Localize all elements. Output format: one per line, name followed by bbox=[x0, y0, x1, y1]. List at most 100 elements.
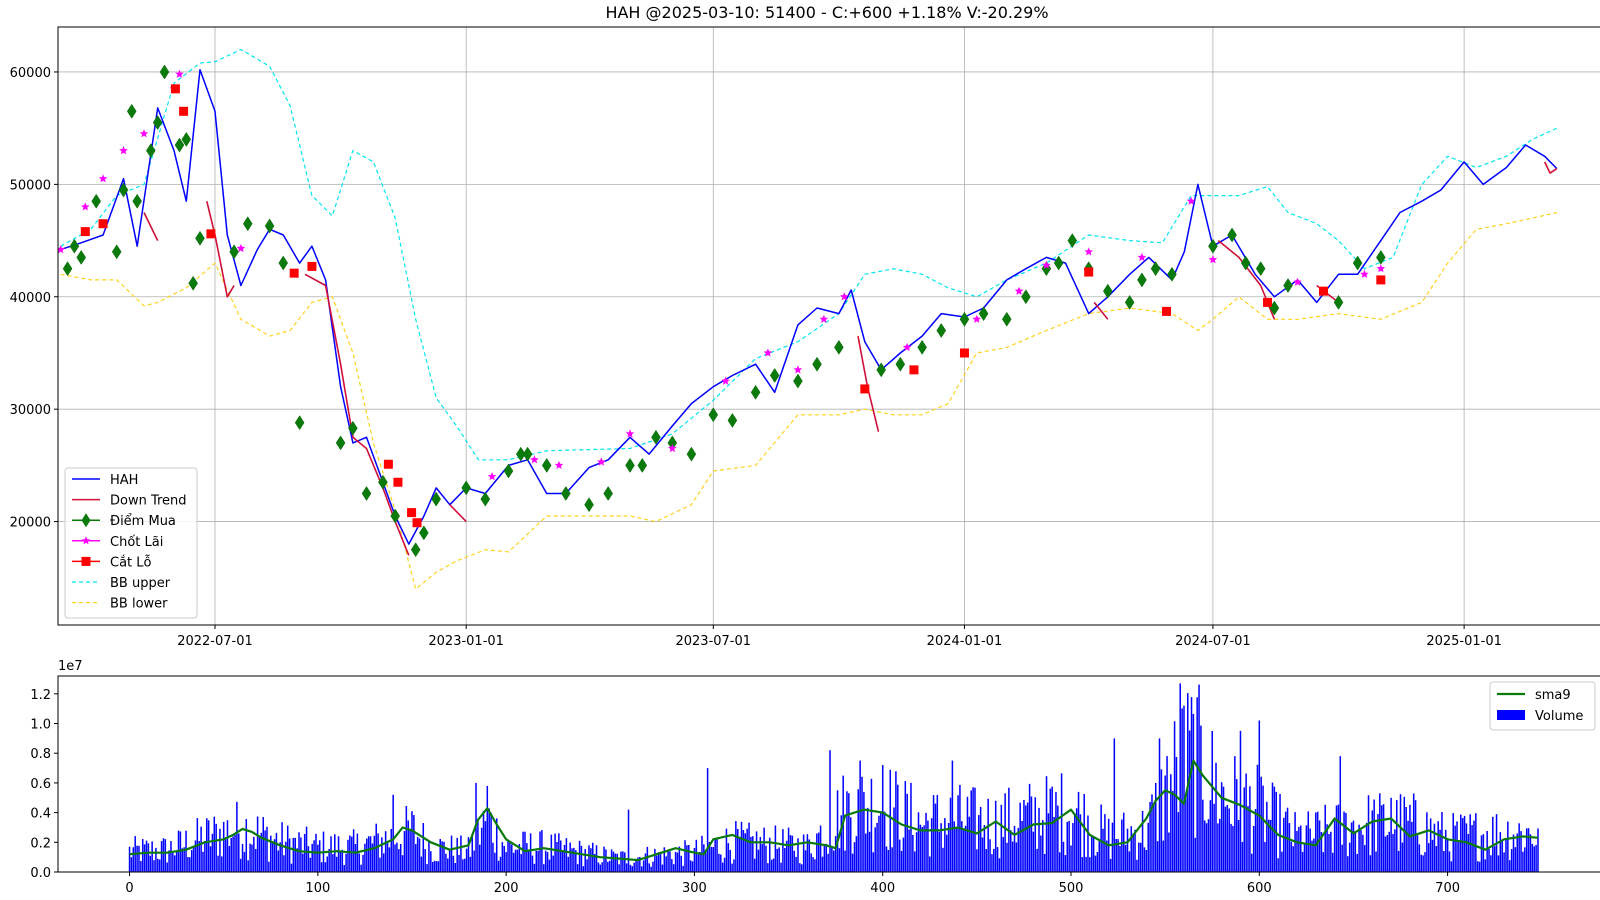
volume-bar bbox=[1305, 825, 1308, 872]
x-tick-label: 2022-07-01 bbox=[177, 634, 253, 649]
volume-bar bbox=[1119, 845, 1121, 872]
buy-point-marker bbox=[126, 103, 137, 119]
volume-bar bbox=[693, 848, 696, 872]
x-tick-label: 100 bbox=[305, 881, 330, 896]
volume-bar bbox=[411, 811, 413, 872]
volume-bar bbox=[669, 851, 671, 872]
volume-bar bbox=[625, 863, 628, 872]
volume-bar bbox=[738, 838, 741, 872]
volume-axes-frame bbox=[57, 675, 1600, 873]
volume-bar bbox=[671, 859, 673, 872]
buy-point-marker bbox=[111, 244, 122, 260]
volume-bar bbox=[1326, 824, 1328, 872]
volume-bar bbox=[554, 833, 556, 872]
buy-point-marker bbox=[361, 486, 372, 501]
volume-bar bbox=[718, 853, 720, 872]
volume-bar bbox=[187, 857, 189, 872]
take-profit-marker bbox=[119, 146, 128, 155]
x-tick-label: 200 bbox=[494, 881, 519, 896]
volume-bar bbox=[198, 841, 200, 872]
volume-bar bbox=[1196, 697, 1198, 872]
volume-bar bbox=[388, 847, 391, 872]
volume-bar bbox=[689, 860, 692, 872]
volume-bar bbox=[313, 840, 315, 872]
volume-bar bbox=[211, 833, 214, 872]
volume-bar bbox=[944, 818, 946, 872]
volume-bar bbox=[1318, 820, 1321, 872]
volume-bar bbox=[140, 861, 142, 872]
volume-bar bbox=[801, 864, 803, 872]
volume-bar bbox=[1092, 837, 1095, 872]
volume-bar bbox=[919, 824, 922, 872]
volume-bar bbox=[1149, 802, 1151, 872]
volume-bar bbox=[624, 852, 626, 872]
buy-point-marker bbox=[294, 415, 305, 431]
volume-bar bbox=[951, 760, 954, 872]
volume-bar bbox=[1128, 851, 1131, 872]
volume-bar bbox=[415, 844, 417, 872]
take-profit-marker bbox=[597, 457, 606, 466]
volume-bar bbox=[222, 821, 225, 872]
volume-bar bbox=[166, 862, 168, 872]
volume-bar bbox=[831, 845, 833, 872]
volume-bar bbox=[1177, 812, 1180, 872]
volume-bar bbox=[1034, 797, 1036, 872]
volume-bar bbox=[712, 847, 715, 872]
volume-bar bbox=[915, 832, 918, 872]
volume-bar bbox=[1043, 854, 1046, 872]
buy-point-marker bbox=[515, 446, 526, 462]
volume-bar bbox=[1194, 837, 1197, 872]
buy-point-marker bbox=[410, 542, 421, 558]
volume-bar bbox=[1222, 786, 1225, 872]
take-profit-marker bbox=[625, 429, 635, 438]
buy-point-marker bbox=[1001, 311, 1012, 327]
volume-bar bbox=[1049, 788, 1052, 872]
buy-point-marker bbox=[895, 356, 906, 372]
buy-point-marker bbox=[431, 491, 441, 507]
volume-bar bbox=[262, 817, 264, 872]
volume-bar bbox=[1243, 787, 1245, 872]
volume-bar bbox=[748, 822, 750, 872]
volume-bar bbox=[639, 856, 641, 872]
buy-point-marker bbox=[181, 131, 192, 147]
volume-bar bbox=[834, 836, 837, 872]
volume-bar bbox=[1126, 828, 1129, 872]
volume-bar bbox=[1264, 841, 1266, 872]
volume-bar bbox=[458, 854, 460, 872]
volume-bar bbox=[874, 827, 876, 872]
volume-bar bbox=[318, 840, 321, 872]
volume-bar bbox=[1017, 827, 1020, 872]
volume-bar bbox=[1443, 851, 1445, 872]
buy-point-marker bbox=[1150, 261, 1161, 277]
volume-bar bbox=[439, 839, 441, 872]
volume-bar bbox=[993, 848, 995, 872]
volume-bar bbox=[396, 842, 398, 872]
volume-bar bbox=[1531, 843, 1534, 872]
volume-bar bbox=[292, 837, 295, 872]
volume-bar bbox=[1303, 844, 1306, 872]
volume-bar bbox=[819, 825, 822, 872]
volume-bar bbox=[484, 821, 487, 872]
volume-bar bbox=[1290, 841, 1293, 872]
buy-point-marker bbox=[378, 474, 388, 490]
volume-bar bbox=[1198, 684, 1200, 872]
volume-bar bbox=[742, 830, 745, 872]
volume-bar bbox=[294, 837, 297, 872]
volume-bar bbox=[1215, 762, 1217, 872]
volume-bar bbox=[727, 843, 730, 872]
buy-point-marker bbox=[1124, 294, 1135, 310]
volume-bar bbox=[1426, 812, 1428, 872]
volume-bar bbox=[746, 828, 748, 872]
volume-bar bbox=[654, 848, 656, 872]
volume-bar bbox=[661, 864, 664, 872]
volume-bar bbox=[991, 854, 993, 872]
stop-loss-marker bbox=[289, 268, 299, 278]
volume-bar bbox=[849, 817, 852, 872]
volume-bar bbox=[206, 818, 208, 872]
volume-bar bbox=[251, 844, 253, 872]
volume-bar bbox=[275, 832, 278, 872]
volume-bar bbox=[1335, 805, 1338, 872]
buy-point-marker bbox=[159, 64, 170, 80]
volume-bar bbox=[640, 866, 643, 872]
